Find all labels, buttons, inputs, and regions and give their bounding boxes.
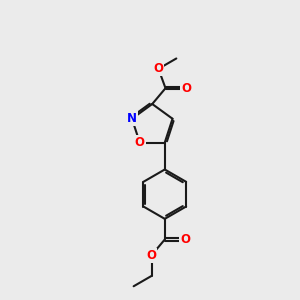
Text: O: O (180, 233, 190, 246)
Text: O: O (135, 136, 145, 149)
Text: O: O (146, 249, 157, 262)
Text: O: O (181, 82, 191, 95)
Text: O: O (154, 62, 164, 75)
Text: N: N (127, 112, 137, 125)
